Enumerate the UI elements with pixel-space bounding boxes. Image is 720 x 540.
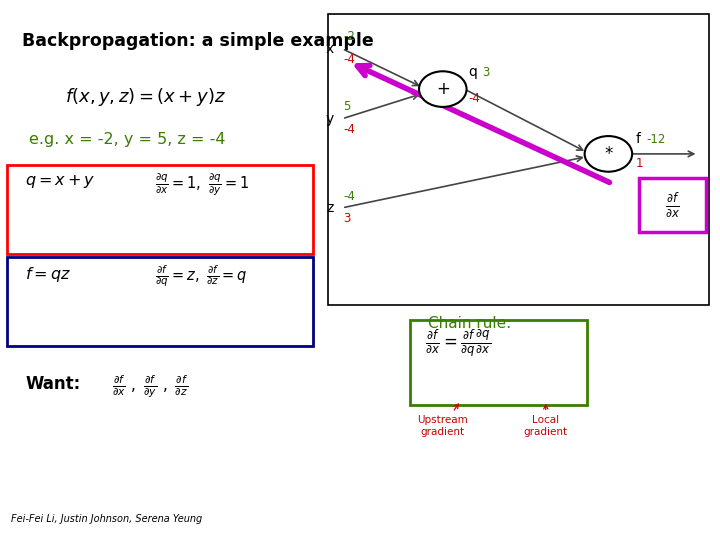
Text: -4: -4 [343,123,355,136]
Text: f: f [636,132,641,146]
Text: $\frac{\partial f}{\partial x}$: $\frac{\partial f}{\partial x}$ [665,191,680,219]
Text: $q = x + y$: $q = x + y$ [25,173,96,190]
Text: 3: 3 [343,212,351,225]
Text: $\frac{\partial f}{\partial x}\ ,\ \frac{\partial f}{\partial y}\ ,\ \frac{\part: $\frac{\partial f}{\partial x}\ ,\ \frac… [112,374,188,400]
Text: Upstream
gradient: Upstream gradient [418,404,468,437]
Text: $\frac{\partial f}{\partial q} = z,\ \frac{\partial f}{\partial z} = q$: $\frac{\partial f}{\partial q} = z,\ \fr… [155,264,248,289]
Text: $\frac{\partial f}{\partial x} = \frac{\partial f}{\partial q}\frac{\partial q}{: $\frac{\partial f}{\partial x} = \frac{\… [425,328,491,360]
Circle shape [419,71,467,107]
Text: $f(x,y,z) = (x+y)z$: $f(x,y,z) = (x+y)z$ [65,86,225,109]
Text: -2: -2 [343,30,355,43]
Text: Chain rule:: Chain rule: [428,316,512,331]
Text: -12: -12 [647,133,666,146]
FancyBboxPatch shape [410,320,587,405]
Text: 3: 3 [482,66,490,79]
Text: Fei-Fei Li, Justin Johnson, Serena Yeung: Fei-Fei Li, Justin Johnson, Serena Yeung [11,514,202,524]
Text: Want:: Want: [25,375,81,393]
Text: +: + [436,80,450,98]
Text: Local
gradient: Local gradient [523,405,568,437]
Text: -4: -4 [343,190,355,202]
Text: 5: 5 [343,100,351,113]
Text: Backpropagation: a simple example: Backpropagation: a simple example [22,32,374,50]
Text: $\frac{\partial q}{\partial x} = 1,\ \frac{\partial q}{\partial y} = 1$: $\frac{\partial q}{\partial x} = 1,\ \fr… [155,172,249,198]
Text: *: * [604,145,613,163]
Circle shape [585,136,632,172]
Text: 1: 1 [636,157,643,170]
FancyBboxPatch shape [639,178,706,232]
Text: y: y [325,112,333,126]
Text: -4: -4 [468,92,480,105]
FancyBboxPatch shape [7,256,313,346]
FancyBboxPatch shape [7,165,313,254]
FancyBboxPatch shape [328,14,709,305]
Text: q: q [468,65,477,79]
Text: z: z [326,201,333,215]
Text: -4: -4 [343,53,355,66]
Text: e.g. x = -2, y = 5, z = -4: e.g. x = -2, y = 5, z = -4 [29,132,225,147]
Text: $f = qz$: $f = qz$ [25,265,71,284]
Text: x: x [325,42,333,56]
